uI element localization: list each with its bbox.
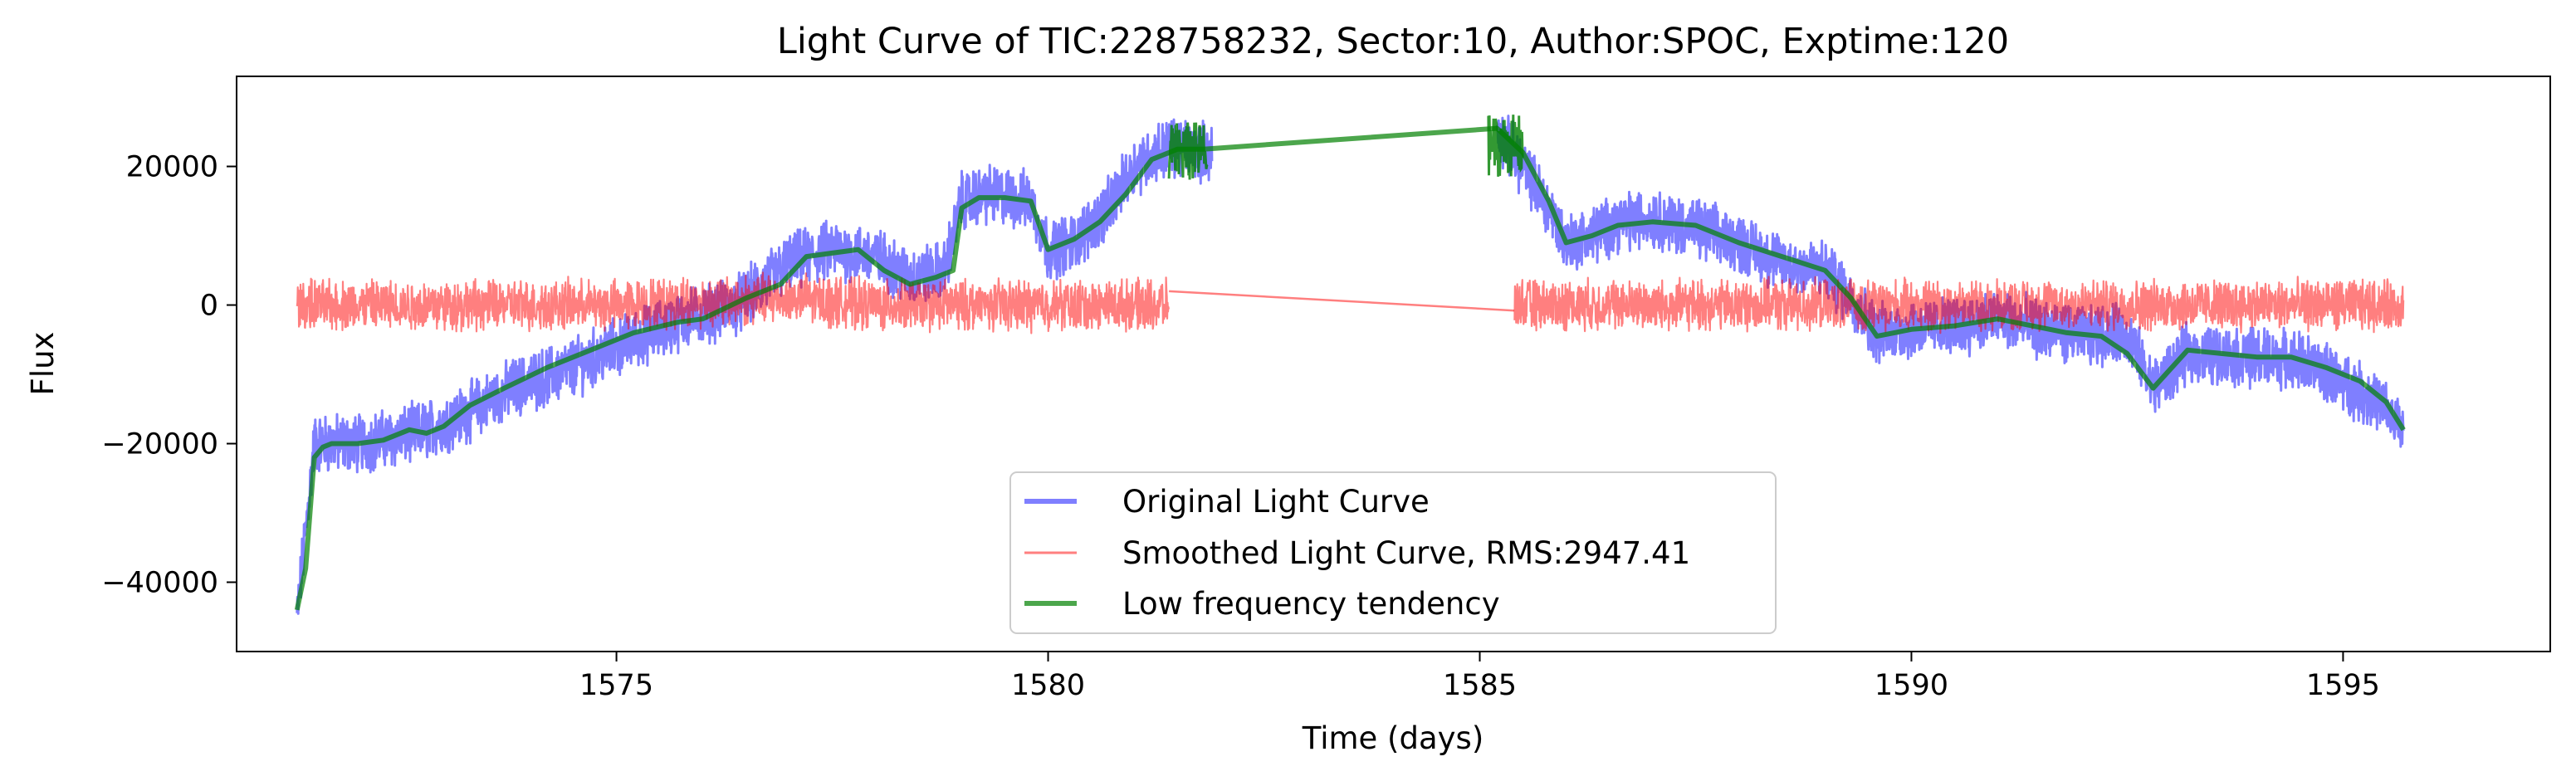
original-curve-segment xyxy=(296,118,1214,615)
y-axis: −40000 −20000 0 20000 xyxy=(101,151,237,600)
legend-box xyxy=(1009,471,1777,634)
x-axis-label: Time (days) xyxy=(1302,720,1484,756)
x-tick-label: 1590 xyxy=(1875,669,1948,702)
chart-title: Light Curve of TIC:228758232, Sector:10,… xyxy=(777,21,2009,62)
legend-label-smoothed: Smoothed Light Curve, RMS:2947.41 xyxy=(1122,535,1690,571)
legend: Original Light Curve Smoothed Light Curv… xyxy=(1009,471,1777,634)
plot-frame xyxy=(236,76,2551,652)
x-axis: 1575 1580 1585 1590 1595 xyxy=(579,652,2380,702)
y-tick-label: 0 xyxy=(200,290,218,323)
series-layer xyxy=(294,115,2406,615)
tendency-burst xyxy=(1487,115,1524,177)
y-tick-label: −40000 xyxy=(101,567,218,600)
smoothed-curve-segment xyxy=(1513,276,2405,334)
y-tick-label: 20000 xyxy=(126,151,218,184)
legend-label-original: Original Light Curve xyxy=(1122,484,1430,520)
legend-label-tendency: Low frequency tendency xyxy=(1122,586,1500,622)
tendency-burst xyxy=(1167,122,1209,180)
x-tick-label: 1585 xyxy=(1443,669,1517,702)
x-tick-label: 1595 xyxy=(2306,669,2380,702)
y-axis-label: Flux xyxy=(25,332,61,396)
smoothed-gap-connector xyxy=(1169,290,1515,312)
tendency-curve xyxy=(294,125,2406,611)
y-tick-label: −20000 xyxy=(101,428,218,461)
x-tick-label: 1575 xyxy=(579,669,653,702)
x-tick-label: 1580 xyxy=(1011,669,1085,702)
